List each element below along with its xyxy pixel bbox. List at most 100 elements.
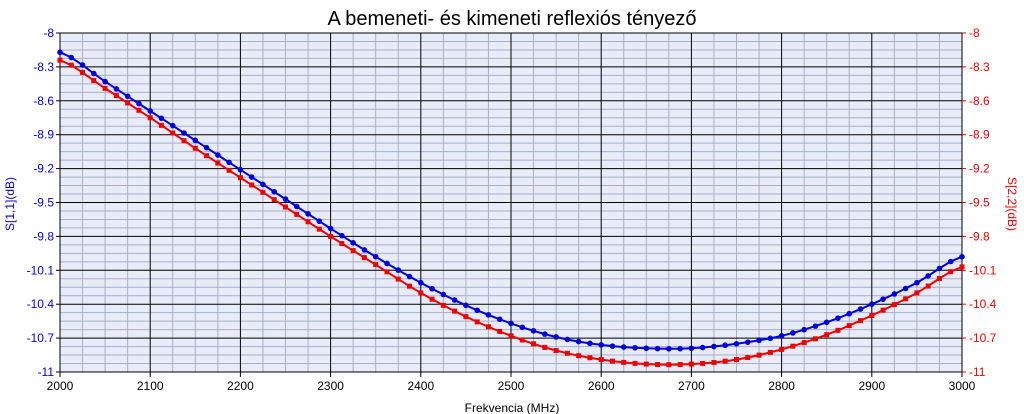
right-y-tick-label: -10.1 [969, 263, 997, 277]
series-point [564, 336, 571, 343]
x-tick-label: 3000 [949, 379, 976, 393]
series-point [226, 167, 232, 173]
series-point [249, 182, 255, 188]
series-point [113, 93, 119, 99]
series-point [632, 344, 638, 351]
series-point [226, 159, 232, 166]
series-point [350, 240, 356, 246]
series-point [654, 345, 661, 352]
series-point [542, 331, 548, 337]
series-point [869, 301, 875, 308]
left-y-tick-label: -10.7 [27, 331, 55, 345]
series-point [643, 345, 650, 352]
series-point [260, 181, 266, 188]
series-point [339, 232, 345, 239]
series-point [519, 324, 526, 331]
series-point [846, 323, 852, 329]
series-point [620, 344, 627, 350]
left-y-axis-label: S[1,1](dB) [3, 177, 17, 231]
series-point [925, 273, 931, 279]
series-point [621, 359, 627, 365]
x-tick-label: 2200 [227, 379, 254, 393]
series-point [609, 358, 615, 364]
series-point [271, 188, 278, 195]
series-point [880, 307, 886, 313]
series-point [474, 319, 480, 325]
series-point [384, 260, 390, 267]
series-point [361, 255, 367, 261]
series-point [575, 338, 582, 345]
left-y-tick-label: -8.3 [33, 60, 54, 74]
series-point [553, 348, 559, 354]
series-point [429, 285, 435, 292]
series-point [181, 130, 187, 136]
series-point [767, 349, 773, 355]
series-point [429, 296, 435, 302]
series-point [282, 196, 289, 202]
series-point [237, 166, 244, 173]
major-grid [60, 33, 962, 372]
series-point [936, 265, 943, 272]
series-point [688, 345, 695, 352]
series-point [418, 279, 424, 286]
series-point [361, 247, 368, 253]
series-point [744, 339, 751, 345]
series-point [869, 313, 875, 318]
series-point [508, 333, 514, 339]
series-point [643, 361, 649, 367]
series-point [406, 273, 413, 280]
series-point [812, 323, 819, 329]
left-y-tick-label: -10.1 [27, 263, 55, 277]
series-point [576, 353, 582, 359]
right-y-axis-ticks: -8 -8.3 -8.6 -8.9 -9.2 -9.5 -9.8 -10.1 -10.4 -10.… [962, 26, 997, 379]
series-point [553, 334, 559, 340]
left-y-tick-label: -8.6 [33, 94, 54, 108]
series-point [655, 362, 661, 368]
right-y-tick-label: -9.5 [969, 196, 990, 210]
series-point [203, 144, 210, 151]
series-point [395, 276, 401, 282]
series-point [57, 57, 63, 63]
x-tick-label: 2600 [588, 379, 615, 393]
x-axis-label: Frekvencia (MHz) [465, 401, 560, 414]
series-point [722, 342, 729, 349]
series-point [947, 258, 954, 265]
series-point [474, 307, 480, 314]
series-point [666, 362, 672, 368]
series-point [204, 153, 210, 159]
series-point [824, 332, 830, 338]
left-y-tick-label: -9.2 [33, 162, 54, 176]
series-point [699, 344, 706, 351]
series-point [124, 93, 131, 100]
series-point [91, 78, 97, 84]
series-point [779, 346, 785, 352]
x-tick-label: 2500 [498, 379, 525, 393]
series-point [68, 62, 74, 68]
right-y-axis-label: S[2,2](dB) [1005, 177, 1019, 231]
x-tick-label: 2800 [768, 379, 795, 393]
left-y-tick-label: -10.4 [27, 297, 55, 311]
series-point [102, 85, 108, 91]
series-point [452, 308, 458, 314]
series-point [125, 100, 131, 106]
series-point [451, 297, 458, 303]
x-tick-label: 2000 [47, 379, 74, 393]
series-point [237, 175, 243, 181]
series-point [170, 130, 176, 136]
series-point [903, 296, 909, 302]
series-point [328, 233, 334, 239]
series-point [395, 267, 402, 273]
series-point [835, 327, 841, 333]
series-point [158, 122, 164, 128]
series-point [68, 54, 75, 61]
series-point [80, 69, 86, 75]
series-point [463, 302, 469, 309]
right-y-tick-label: -8.6 [969, 94, 990, 108]
series-point [756, 337, 762, 344]
series-point [711, 343, 717, 350]
series-point [531, 341, 537, 347]
series-point [316, 226, 322, 232]
series-point [485, 324, 491, 330]
series-point [181, 138, 187, 144]
series-point [891, 302, 897, 308]
